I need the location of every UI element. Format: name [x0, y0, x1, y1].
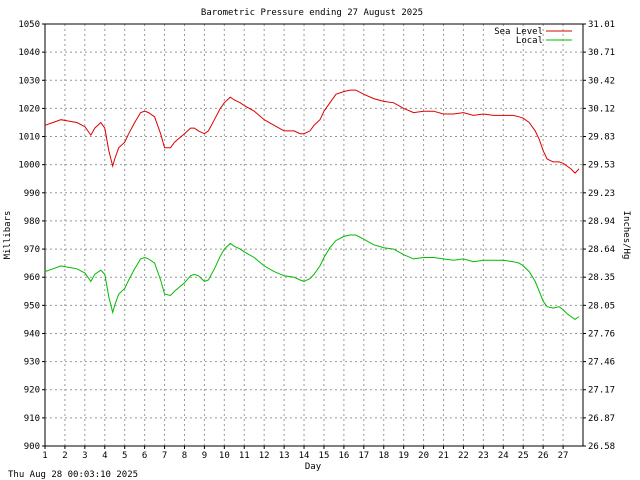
x-tick-label: 15: [319, 451, 330, 461]
x-tick-label: 22: [458, 451, 469, 461]
x-tick-label: 16: [338, 451, 349, 461]
y2-tick-label: 28.05: [588, 301, 615, 311]
x-tick-label: 12: [259, 451, 270, 461]
y2-tick-label: 28.94: [588, 217, 615, 227]
legend-label-local: Local: [516, 36, 543, 46]
chart-title: Barometric Pressure ending 27 August 202…: [201, 8, 423, 18]
y2-tick-label: 26.87: [588, 414, 615, 424]
y-axis-title: Millibars: [3, 211, 13, 260]
x-tick-label: 7: [162, 451, 167, 461]
y-tick-label: 990: [24, 189, 40, 199]
y-tick-label: 950: [24, 301, 40, 311]
y-tick-label: 930: [24, 358, 40, 368]
x-axis-title: Day: [305, 462, 322, 472]
x-tick-label: 5: [122, 451, 127, 461]
x-tick-label: 20: [418, 451, 429, 461]
x-tick-label: 10: [219, 451, 230, 461]
y2-tick-label: 30.42: [588, 76, 615, 86]
x-tick-label: 9: [202, 451, 207, 461]
x-tick-label: 27: [558, 451, 569, 461]
y2-tick-label: 30.71: [588, 48, 615, 58]
x-tick-label: 25: [518, 451, 529, 461]
y-tick-label: 1040: [18, 48, 40, 58]
y2-tick-label: 29.83: [588, 133, 615, 143]
series-line-sea-level: [44, 89, 580, 174]
y2-tick-label: 29.53: [588, 161, 615, 171]
x-tick-label: 23: [478, 451, 489, 461]
plot-frame: [44, 23, 584, 447]
x-tick-label: 11: [239, 451, 250, 461]
x-tick-label: 19: [398, 451, 409, 461]
y-tick-label: 980: [24, 217, 40, 227]
y2-tick-label: 26.58: [588, 442, 615, 452]
legend: Sea Level Local: [494, 27, 572, 46]
y-tick-label: 1030: [18, 76, 40, 86]
x-tick-label: 3: [82, 451, 87, 461]
x-tick-label: 1: [42, 451, 47, 461]
y-tick-label: 960: [24, 273, 40, 283]
y-tick-label: 920: [24, 386, 40, 396]
x-tick-label: 13: [279, 451, 290, 461]
y2-tick-label: 28.64: [588, 245, 615, 255]
y2-tick-label: 27.46: [588, 358, 615, 368]
x-tick-label: 18: [378, 451, 389, 461]
series-line-local: [44, 234, 580, 321]
y2-tick-label: 30.12: [588, 104, 615, 114]
y-tick-label: 1050: [18, 20, 40, 30]
x-tick-label: 24: [498, 451, 509, 461]
x-tick-label: 6: [142, 451, 147, 461]
series-lines: [44, 89, 580, 321]
axis-ticks: 1 2 3 4 5 6 7 8 9 10 11 12 13 14 15 16 17 18 19 20 21 22 23 24 2…: [18, 20, 615, 461]
x-tick-label: 2: [62, 451, 67, 461]
x-tick-label: 17: [358, 451, 369, 461]
legend-label-sea-level: Sea Level: [494, 27, 543, 37]
y-tick-label: 910: [24, 414, 40, 424]
x-tick-label: 8: [182, 451, 187, 461]
y2-tick-label: 28.35: [588, 273, 615, 283]
y-tick-label: 1020: [18, 104, 40, 114]
y2-tick-label: 27.76: [588, 329, 615, 339]
timestamp-footer: Thu Aug 28 00:03:10 2025: [8, 470, 138, 480]
y-tick-label: 1010: [18, 133, 40, 143]
x-tick-label: 14: [299, 451, 310, 461]
y-tick-label: 940: [24, 329, 40, 339]
y-tick-label: 970: [24, 245, 40, 255]
x-tick-label: 26: [538, 451, 549, 461]
y2-tick-label: 29.23: [588, 189, 615, 199]
y-tick-label: 1000: [18, 161, 40, 171]
x-tick-label: 4: [102, 451, 107, 461]
y2-axis-title: Inches/Hg: [621, 211, 631, 260]
x-tick-label: 21: [438, 451, 449, 461]
y2-tick-label: 27.17: [588, 386, 615, 396]
grid: [45, 24, 583, 446]
y2-tick-label: 31.01: [588, 20, 615, 30]
y-tick-label: 900: [24, 442, 40, 452]
